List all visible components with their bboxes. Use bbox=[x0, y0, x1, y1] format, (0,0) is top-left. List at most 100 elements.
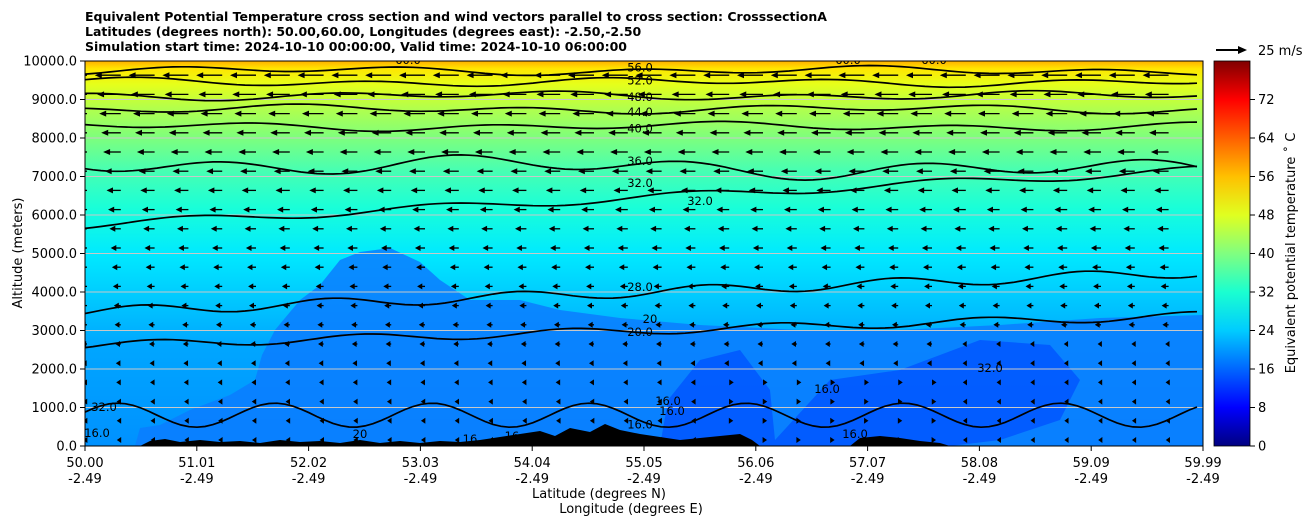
wind-vector-head bbox=[720, 264, 726, 271]
wind-vector-head bbox=[343, 187, 350, 194]
wind-vector-head bbox=[518, 283, 524, 290]
wind-vector-head bbox=[754, 264, 760, 271]
wind-vector-head bbox=[381, 245, 387, 251]
wind-vector-head bbox=[654, 302, 660, 309]
title-line-2: Latitudes (degrees north): 50.00,60.00, … bbox=[85, 24, 642, 39]
wind-vector-head bbox=[305, 149, 313, 155]
wind-vector-head bbox=[1159, 264, 1166, 271]
wind-vector-head bbox=[1157, 225, 1164, 232]
wind-vector-head bbox=[369, 110, 377, 117]
wind-vector-head bbox=[283, 321, 289, 328]
wind-vector-head bbox=[723, 321, 728, 328]
wind-vector-head bbox=[273, 168, 281, 175]
wind-vector-head bbox=[657, 398, 662, 405]
y-tick-label: 7000.0 bbox=[32, 170, 78, 185]
wind-vector-head bbox=[784, 206, 791, 213]
title-line-1: Equivalent Potential Temperature cross s… bbox=[85, 9, 827, 24]
wind-vector-head bbox=[1165, 360, 1170, 367]
wind-vector-head bbox=[412, 206, 419, 213]
wind-vector-head bbox=[387, 417, 392, 424]
wind-vector-head bbox=[752, 245, 759, 251]
wind-vector-head bbox=[183, 360, 189, 367]
wind-vector-head bbox=[1024, 264, 1030, 271]
wind-vector-head bbox=[623, 379, 628, 386]
wind-vector-head bbox=[589, 417, 595, 424]
wind-vector-head bbox=[266, 91, 274, 98]
wind-vector-head bbox=[858, 321, 864, 328]
wind-vector-head bbox=[485, 302, 491, 309]
wind-vector-head bbox=[1158, 245, 1165, 251]
colorbar-tick-label: 24 bbox=[1258, 324, 1275, 339]
wind-vector-head bbox=[210, 225, 217, 232]
wind-vector-head bbox=[79, 283, 84, 289]
wind-vector-head bbox=[284, 360, 290, 367]
wind-vector-head bbox=[816, 187, 823, 194]
x-tick-label-lon: -2.49 bbox=[963, 472, 997, 487]
wind-vector-head bbox=[787, 264, 794, 271]
wind-vector-head bbox=[421, 437, 426, 443]
wind-vector-head bbox=[808, 110, 816, 117]
wind-vector-head bbox=[657, 417, 662, 424]
wind-vector-head bbox=[268, 110, 276, 117]
wind-vector-head bbox=[204, 149, 212, 155]
wind-vector-head bbox=[114, 321, 120, 328]
wind-vector-head bbox=[247, 264, 253, 271]
wind-vector-head bbox=[773, 91, 781, 98]
wind-vector-head bbox=[996, 437, 1001, 443]
wind-vector-head bbox=[252, 437, 257, 443]
contour-label: 32.0 bbox=[91, 400, 117, 414]
wind-vector-head bbox=[1030, 360, 1035, 367]
x-tick-label-lat: 58.08 bbox=[961, 456, 998, 471]
wind-vector-head bbox=[920, 225, 927, 232]
wind-vector-head bbox=[365, 72, 373, 79]
wind-vector-head bbox=[314, 264, 321, 271]
wind-vector-head bbox=[132, 110, 140, 117]
wind-vector-head bbox=[620, 302, 626, 309]
wind-vector-head bbox=[138, 168, 146, 175]
contour-label: 56.0 bbox=[627, 61, 653, 75]
wind-vector-head bbox=[762, 437, 767, 443]
wind-vector-head bbox=[251, 398, 257, 405]
wind-vector-head bbox=[510, 168, 518, 175]
wind-vector-head bbox=[513, 206, 520, 213]
wind-vector-head bbox=[874, 91, 882, 98]
wind-vector-head bbox=[611, 168, 619, 175]
wind-vector-head bbox=[279, 245, 286, 251]
wind-vector-head bbox=[690, 379, 696, 386]
wind-vector-head bbox=[545, 187, 553, 194]
wind-vector-head bbox=[145, 264, 152, 271]
wind-vector-head bbox=[1081, 129, 1089, 136]
wind-vector-head bbox=[486, 321, 492, 328]
wind-vector-head bbox=[217, 379, 223, 386]
wind-vector-head bbox=[134, 129, 142, 136]
wind-vector-head bbox=[78, 264, 83, 270]
wind-vector-head bbox=[758, 360, 763, 367]
contour-label: 36.0 bbox=[627, 154, 653, 168]
wind-vector-head bbox=[244, 225, 251, 232]
wind-vector-head bbox=[179, 264, 185, 271]
wind-vector-head bbox=[1030, 379, 1035, 386]
x-tick-label-lon: -2.49 bbox=[739, 472, 773, 487]
contour-label: 16.0 bbox=[627, 417, 653, 431]
wind-vector-head bbox=[917, 187, 925, 194]
wind-vector-head bbox=[420, 360, 425, 367]
wind-vector-head bbox=[588, 341, 594, 347]
wind-vector-head bbox=[301, 110, 309, 117]
wind-vector-head bbox=[144, 245, 151, 251]
x-tick-label-lat: 57.07 bbox=[849, 456, 886, 471]
wind-vector-head bbox=[148, 321, 154, 328]
wind-vector-head bbox=[1117, 149, 1125, 155]
wind-vector-head bbox=[198, 91, 206, 98]
wind-vector-head bbox=[578, 168, 585, 175]
wind-vector-head bbox=[979, 129, 987, 136]
wind-vector-head bbox=[149, 360, 155, 367]
wind-vector-head bbox=[1064, 360, 1069, 367]
wind-vector-head bbox=[855, 264, 861, 271]
wind-vector-head bbox=[687, 283, 693, 290]
wind-vector-head bbox=[977, 110, 985, 117]
wind-vector-head bbox=[681, 187, 688, 194]
wind-vector-head bbox=[724, 360, 729, 367]
wind-vector-head bbox=[975, 91, 983, 98]
wind-vector-head bbox=[112, 283, 119, 290]
x-tick-label-lat: 59.99 bbox=[1184, 456, 1221, 471]
